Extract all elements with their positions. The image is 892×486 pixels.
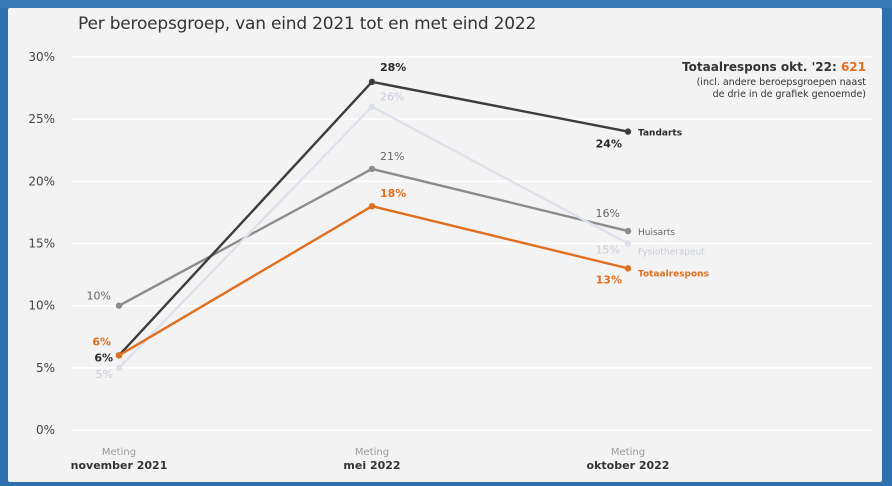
y-tick-label: 15%: [28, 237, 55, 251]
series-name-label: Huisarts: [638, 228, 675, 238]
data-point: [368, 103, 376, 110]
data-point: [115, 352, 123, 359]
data-label: 28%: [380, 61, 406, 74]
total-response-label: Totaalrespons okt. '22: 621: [682, 60, 866, 74]
data-point: [115, 364, 123, 372]
x-tick-label-bottom: oktober 2022: [587, 459, 670, 472]
total-response-value: 621: [840, 60, 866, 74]
x-tick-label-top: Meting: [102, 447, 136, 458]
data-label: 6%: [94, 351, 113, 364]
data-label: 10%: [87, 290, 111, 303]
x-tick-label-top: Meting: [611, 447, 645, 458]
series-name-label: Totaalrespons: [638, 269, 709, 279]
data-point: [368, 203, 376, 210]
data-label: 15%: [596, 244, 620, 257]
y-tick-label: 20%: [28, 174, 55, 188]
y-tick-label: 0%: [36, 423, 55, 437]
data-point: [368, 78, 376, 86]
series-line: [118, 80, 629, 357]
data-label: 21%: [380, 150, 404, 163]
series-line: [118, 204, 629, 357]
top-strip: [0, 0, 892, 8]
y-tick-label: 10%: [28, 299, 55, 313]
data-point: [368, 165, 376, 173]
data-label: 24%: [596, 138, 622, 151]
data-label: 18%: [380, 187, 406, 200]
data-point: [624, 128, 632, 135]
footnote-line-1: (incl. andere beroepsgroepen naast: [696, 77, 866, 88]
series-name-label: Tandarts: [638, 129, 682, 139]
series-name-label: Fysiotherapeut: [638, 248, 705, 258]
total-response-text: Totaalrespons okt. '22:: [682, 60, 837, 74]
series-line: [118, 105, 629, 369]
total-response-footnote: (incl. andere beroepsgroepen naast de dr…: [682, 77, 866, 101]
data-point: [115, 302, 123, 309]
x-tick-label-bottom: november 2021: [71, 459, 168, 472]
y-tick-label: 30%: [28, 50, 55, 64]
data-label: 16%: [596, 207, 620, 220]
total-response-note: Totaalrespons okt. '22: 621 (incl. ander…: [682, 60, 866, 101]
chart-title: Per beroepsgroep, van eind 2021 tot en m…: [78, 14, 537, 34]
x-tick-label-top: Meting: [355, 447, 389, 458]
x-tick-label-bottom: mei 2022: [343, 459, 400, 472]
data-point: [624, 240, 632, 247]
y-tick-label: 25%: [28, 112, 55, 126]
data-label: 26%: [380, 91, 404, 104]
data-label: 6%: [92, 335, 111, 348]
y-tick-label: 5%: [36, 361, 55, 375]
chart-panel: [8, 8, 882, 482]
series-line: [118, 167, 629, 307]
data-point: [624, 227, 632, 235]
data-point: [624, 265, 632, 272]
data-label: 13%: [596, 273, 622, 286]
footnote-line-2: de drie in de grafiek genoemde): [712, 89, 866, 100]
data-label: 5%: [96, 368, 113, 381]
